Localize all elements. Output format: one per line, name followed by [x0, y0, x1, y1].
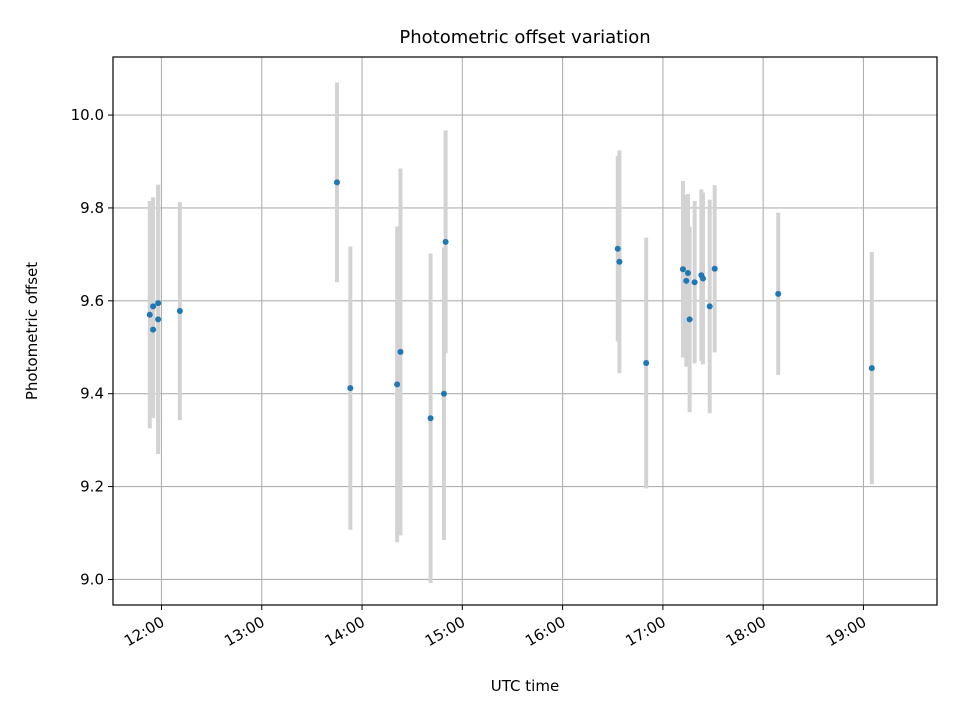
- data-point: [643, 360, 650, 367]
- y-axis-ticks: 9.0 9.2 9.4 9.6 9.8 10.0: [71, 106, 113, 588]
- y-tick-label: 9.4: [80, 385, 104, 403]
- data-point: [155, 300, 162, 307]
- data-point: [614, 245, 621, 252]
- data-point: [691, 279, 698, 286]
- y-tick-label: 9.6: [80, 292, 104, 310]
- data-point: [150, 326, 157, 333]
- y-tick-label: 9.8: [80, 199, 104, 217]
- data-point: [150, 303, 157, 310]
- data-point: [868, 365, 875, 372]
- data-point: [146, 311, 153, 318]
- data-point: [686, 316, 693, 323]
- data-point: [679, 266, 686, 273]
- data-point: [347, 385, 354, 392]
- plot-frame: [112, 56, 938, 606]
- data-point: [333, 179, 340, 186]
- y-tick-label: 9.2: [80, 478, 104, 496]
- data-point: [427, 415, 434, 422]
- data-point: [176, 308, 183, 315]
- data-point: [616, 258, 623, 265]
- data-points: [146, 179, 875, 422]
- data-point: [700, 275, 707, 282]
- data-point: [155, 316, 162, 323]
- chart-title: Photometric offset variation: [399, 27, 650, 48]
- grid: [113, 57, 937, 605]
- data-point: [397, 348, 404, 355]
- data-point: [440, 390, 447, 397]
- data-point: [711, 265, 718, 272]
- data-point: [683, 277, 690, 284]
- data-point: [394, 381, 401, 388]
- data-point: [775, 290, 782, 297]
- y-tick-label: 10.0: [71, 106, 104, 124]
- x-axis-label: UTC time: [491, 677, 559, 695]
- y-axis-label: Photometric offset: [23, 262, 41, 400]
- data-point: [684, 269, 691, 276]
- data-point: [706, 303, 713, 310]
- data-point: [442, 238, 449, 245]
- y-tick-label: 9.0: [80, 570, 104, 588]
